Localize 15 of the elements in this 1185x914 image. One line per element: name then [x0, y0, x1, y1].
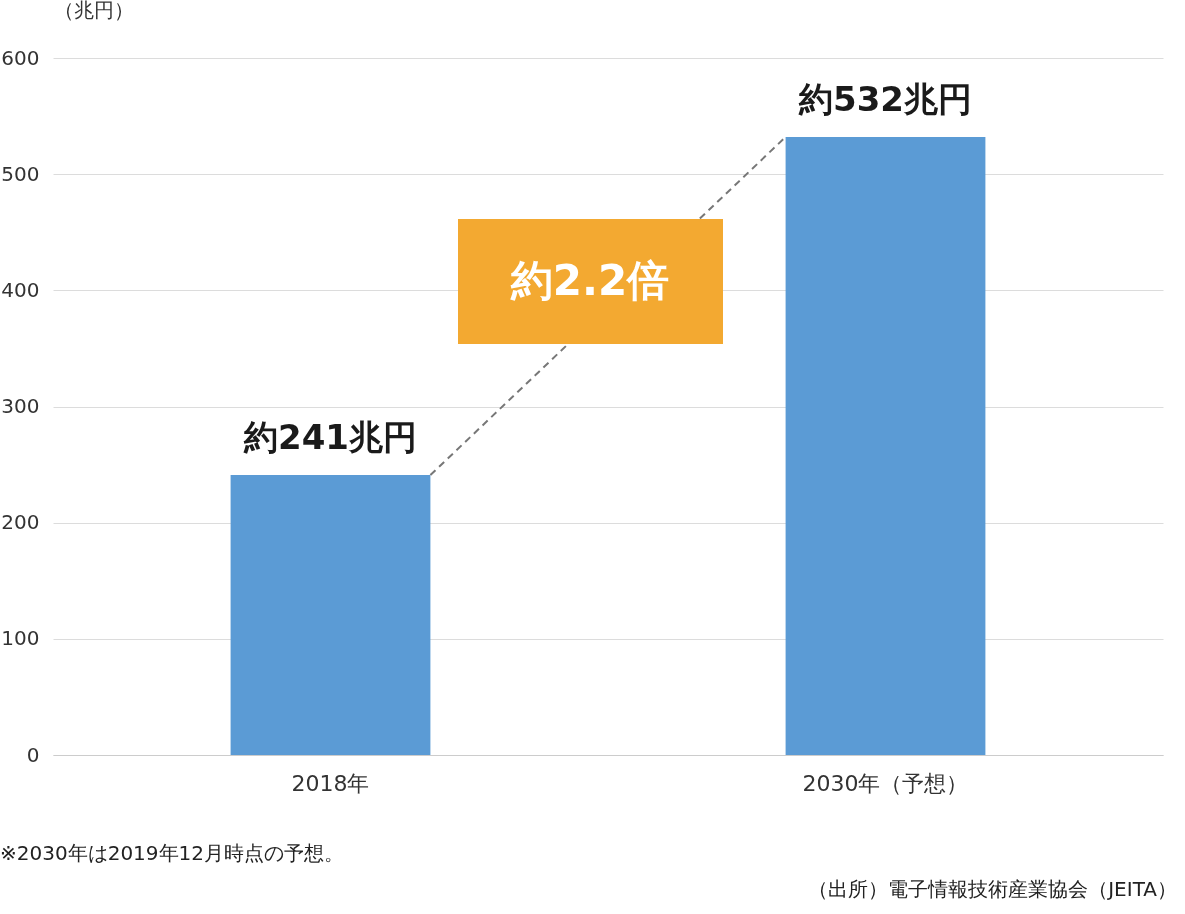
text: ※2030年は2019年12月時点の予想。 [0, 840, 345, 867]
x-tick-label: 2018年 [291, 770, 370, 796]
annotation: 約2.2倍 [457, 218, 723, 344]
data-label: 約241兆円 [243, 417, 417, 458]
y-tick-label: 600 [1, 45, 40, 70]
y-tick-label: 200 [1, 510, 40, 535]
text: （出所）電子情報技術産業協会（JEITA） [808, 876, 1177, 903]
y-axis-title: （兆円） [53, 0, 134, 22]
data-label: 約532兆円 [798, 78, 972, 119]
y-tick-label: 300 [1, 394, 40, 418]
y-tick-label: 100 [1, 626, 40, 651]
y-tick-label: 400 [1, 277, 40, 302]
y-tick-label: 0 [26, 742, 40, 767]
x-tick-label: 2030年（予想） [802, 770, 969, 796]
y-tick-label: 500 [1, 161, 40, 186]
